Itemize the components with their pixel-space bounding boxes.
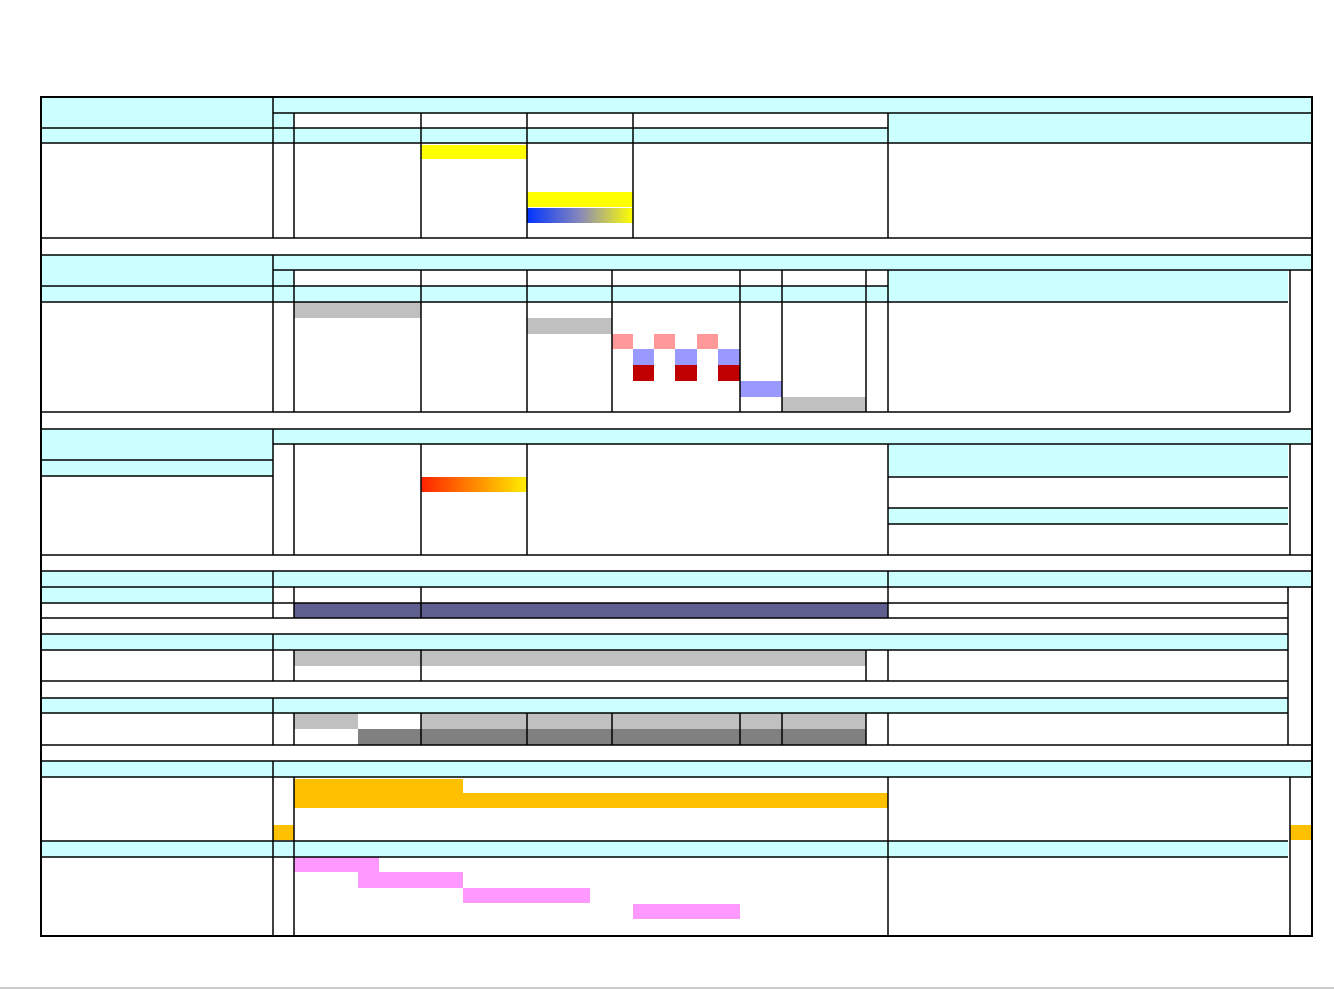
header-cell [41, 761, 1312, 777]
highlight [654, 334, 675, 349]
highlight [273, 825, 294, 840]
gradient-bar [527, 208, 633, 223]
header-cell [41, 587, 273, 603]
highlight [740, 381, 782, 397]
highlight [294, 857, 379, 872]
header-cell [294, 286, 888, 302]
highlight [782, 397, 866, 412]
highlight [675, 365, 697, 381]
highlight [718, 365, 740, 381]
highlight [612, 334, 633, 349]
highlight [294, 603, 888, 618]
header-cell [888, 508, 1288, 524]
highlight [421, 713, 866, 729]
header-cell [41, 634, 1288, 650]
header-cell [888, 444, 1288, 477]
header-cell [888, 113, 1312, 143]
header-cell [41, 429, 273, 476]
header-cell [273, 429, 1312, 444]
header-cell [273, 97, 1312, 113]
highlight [463, 888, 590, 903]
highlight [1290, 825, 1312, 840]
highlight [633, 349, 654, 365]
highlight [527, 318, 612, 334]
highlight [294, 650, 866, 666]
highlight [718, 349, 740, 365]
highlight [675, 349, 697, 365]
header-cell [41, 255, 273, 302]
highlight [294, 713, 358, 729]
header-cell [41, 698, 1288, 713]
highlight [633, 904, 740, 919]
highlight [294, 302, 421, 318]
highlight [421, 145, 527, 159]
gradient-bar [421, 477, 527, 492]
highlight [527, 192, 633, 207]
header-cell [273, 255, 1312, 270]
header-cell [41, 841, 1288, 857]
highlight [294, 779, 463, 793]
header-cell [888, 270, 1288, 302]
highlight [294, 793, 888, 808]
highlight [697, 334, 718, 349]
header-cell [41, 97, 273, 143]
header-cell [294, 128, 888, 143]
highlight [633, 365, 654, 381]
highlight [358, 872, 463, 888]
header-cell [41, 571, 1312, 587]
